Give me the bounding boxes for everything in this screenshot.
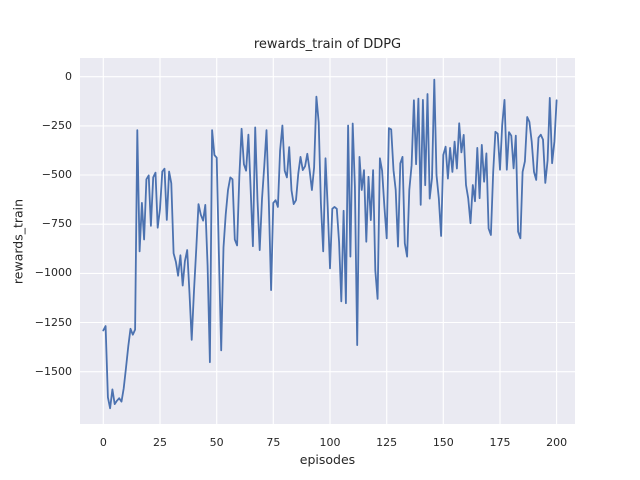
y-axis-label: rewards_train: [10, 198, 26, 285]
y-tick-label: −1250: [34, 315, 72, 329]
x-tick-label: 75: [266, 436, 281, 449]
y-tick-label: −1500: [34, 364, 72, 378]
x-tick-label: 125: [376, 436, 398, 449]
x-tick-label: 100: [319, 436, 341, 449]
y-tick-label: −750: [41, 217, 72, 231]
y-tick-label: −500: [41, 168, 72, 182]
axes-background: [80, 58, 575, 424]
x-tick-label: 175: [489, 436, 511, 449]
y-tick-label: −1000: [34, 266, 72, 280]
series-line-rewards-train: [102, 78, 558, 410]
y-tick-label: 0: [65, 69, 72, 83]
chart-title: rewards_train of DDPG: [253, 37, 402, 52]
y-tick-label: −250: [41, 118, 72, 132]
x-tick-label: 200: [546, 436, 568, 449]
x-tick-label: 50: [209, 436, 224, 449]
x-tick-label: 0: [99, 436, 107, 449]
x-axis-label: episodes: [299, 452, 356, 467]
x-tick-label: 25: [153, 436, 167, 449]
x-tick-label: 150: [432, 436, 454, 449]
